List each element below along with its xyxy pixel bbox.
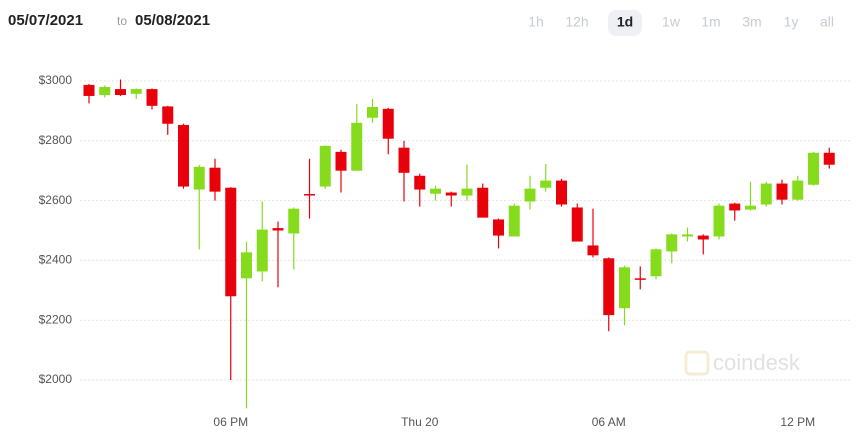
range-button[interactable]: 1d	[617, 14, 633, 30]
range-button[interactable]: 1m	[701, 14, 720, 30]
candle-body	[682, 234, 693, 237]
x-tick-label: Thu 20	[401, 415, 439, 429]
candle-body	[335, 151, 347, 171]
candle-body	[587, 245, 599, 256]
candle-body	[556, 180, 567, 205]
candle-body	[477, 187, 489, 218]
candle-body	[603, 258, 615, 316]
candle-body	[209, 167, 221, 192]
candle-body	[461, 188, 473, 196]
y-tick-label: $2000	[39, 372, 73, 386]
candle-body	[367, 107, 378, 118]
candle-body	[745, 205, 756, 210]
candle-body	[83, 84, 95, 96]
candle-body	[540, 180, 552, 188]
candle-body	[697, 235, 709, 240]
candle-body	[398, 147, 410, 173]
date-to: 05/08/2021	[135, 12, 210, 29]
range-button[interactable]: 1h	[528, 14, 544, 30]
candle-body	[760, 183, 772, 205]
candle-body	[713, 205, 725, 237]
date-separator: to	[117, 14, 127, 28]
candle-body	[304, 194, 315, 196]
candle-body	[256, 229, 268, 272]
candle-body	[115, 89, 126, 96]
y-tick-label: $2600	[39, 193, 73, 207]
candle-body	[571, 207, 583, 242]
candle-body	[130, 89, 142, 94]
candle-body	[666, 234, 678, 252]
candle-body	[319, 145, 331, 187]
y-tick-label: $2200	[39, 312, 73, 326]
range-button[interactable]: 1w	[662, 14, 681, 30]
x-tick-label: 06 PM	[213, 415, 248, 429]
candle-body	[493, 219, 504, 236]
candle-body	[524, 188, 536, 202]
candle-body	[193, 166, 205, 190]
x-tick-label: 12 PM	[780, 415, 815, 429]
y-tick-label: $2400	[39, 253, 73, 267]
candle-body	[382, 108, 394, 139]
candle-body	[99, 86, 111, 96]
candle-body	[288, 208, 300, 234]
candle-body	[351, 122, 363, 171]
watermark-icon	[684, 350, 710, 376]
range-button[interactable]: 3m	[742, 14, 761, 30]
candle-body	[634, 278, 646, 280]
candle-body	[823, 152, 835, 165]
watermark: coindesk	[684, 350, 801, 376]
watermark-text: coindesk	[713, 350, 801, 375]
range-button-bg	[608, 10, 642, 36]
candle-body	[162, 106, 174, 124]
y-tick-label: $3000	[39, 73, 73, 87]
candle-body	[808, 152, 819, 185]
candle-body	[619, 267, 630, 309]
candle-body	[430, 188, 441, 194]
range-button[interactable]: 12h	[565, 14, 588, 30]
candle-body	[729, 203, 741, 211]
y-tick-label: $2800	[39, 133, 73, 147]
candle-body	[146, 89, 158, 106]
candle-body	[792, 180, 804, 200]
candle-body	[225, 187, 237, 297]
candle-body	[445, 192, 457, 196]
candle-body	[414, 175, 426, 190]
candle-body	[272, 228, 284, 231]
candle-body	[241, 252, 252, 279]
candle-body	[776, 183, 788, 200]
range-button[interactable]: all	[820, 14, 834, 30]
candle-body	[178, 124, 189, 187]
candle-body	[650, 249, 662, 277]
candle-body	[508, 205, 520, 237]
x-tick-label: 06 AM	[592, 415, 626, 429]
date-from: 05/07/2021	[8, 12, 83, 29]
range-button[interactable]: 1y	[784, 14, 799, 30]
